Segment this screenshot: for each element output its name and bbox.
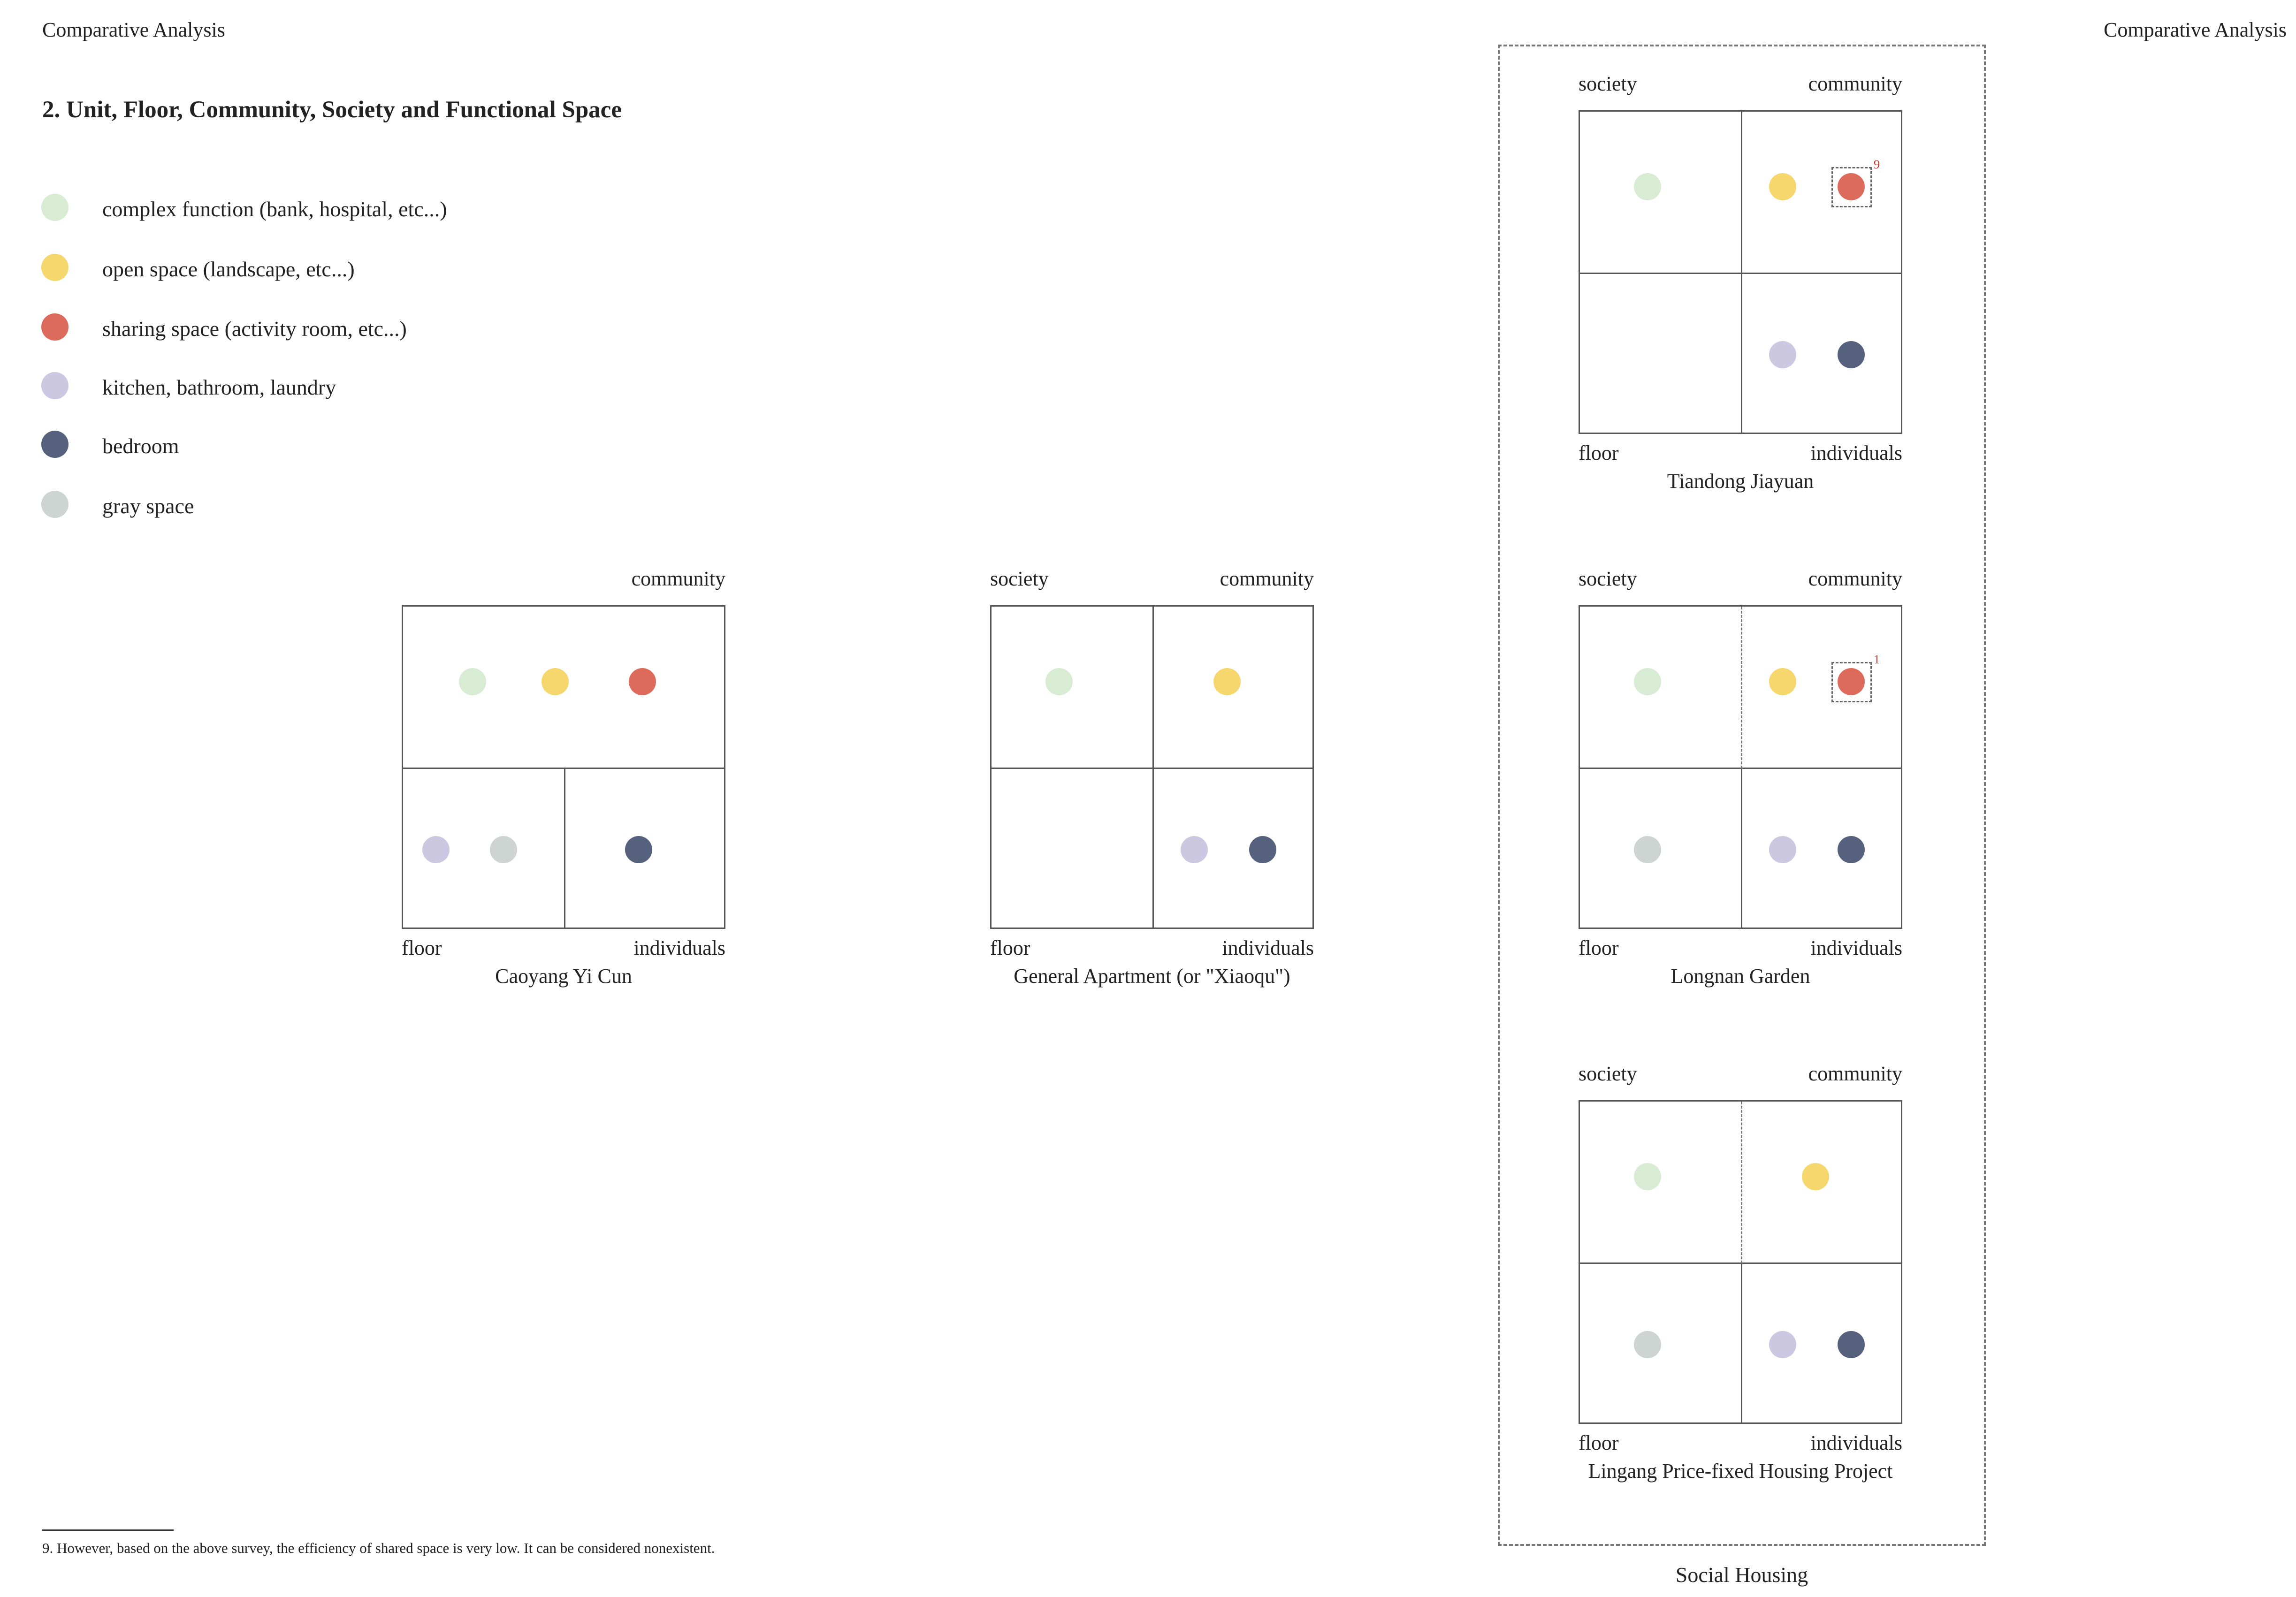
sharing-space-dot xyxy=(41,313,69,341)
society-label: society xyxy=(1579,567,1637,590)
diagram-longnan-garden: 1 society community floor individuals Longnan… xyxy=(1579,558,1954,1027)
divider-vertical-top xyxy=(1741,112,1742,274)
legend-label: complex function (bank, hospital, etc...… xyxy=(102,197,447,221)
divider-horizontal xyxy=(403,768,724,769)
gray-dot xyxy=(490,836,517,863)
complex-dot xyxy=(1634,1163,1661,1190)
bedroom-dot xyxy=(1249,836,1276,863)
divider-horizontal xyxy=(992,768,1312,769)
community-label: community xyxy=(631,567,725,590)
gray-space-dot xyxy=(41,491,69,518)
header-right-title: Comparative Analysis xyxy=(2104,18,2287,41)
diagram-frame xyxy=(990,605,1314,929)
bedroom-dot xyxy=(1838,836,1865,863)
individuals-label: individuals xyxy=(1810,441,1902,464)
divider-vertical-bottom xyxy=(1741,1263,1742,1422)
legend-label: bedroom xyxy=(102,434,179,458)
social-housing-group-box xyxy=(1498,45,1986,1546)
sharing-dot xyxy=(1838,668,1865,695)
complex-dot xyxy=(459,668,486,695)
divider-vertical-bottom xyxy=(1741,274,1742,433)
open-dot xyxy=(1769,173,1796,200)
diagram-frame: 1 xyxy=(1579,605,1902,929)
diagram-frame: 9 xyxy=(1579,110,1902,434)
open-dot xyxy=(1802,1163,1829,1190)
floor-label: floor xyxy=(990,936,1030,959)
diagram-caption: Lingang Price-fixed Housing Project xyxy=(1588,1460,1893,1483)
bedroom-dot xyxy=(41,431,69,458)
footnote-highlight-box xyxy=(1831,662,1872,702)
bedroom-dot xyxy=(1838,1331,1865,1358)
society-label: society xyxy=(1579,72,1637,95)
kitchen-dot xyxy=(1769,341,1796,368)
diagram-caption: Longnan Garden xyxy=(1671,965,1810,988)
diagram-tiandong-jiayuan: 9 society community floor individuals Tiandon… xyxy=(1579,63,1954,532)
legend-label: sharing space (activity room, etc...) xyxy=(102,317,407,341)
kitchen-dot xyxy=(1181,836,1208,863)
complex-dot xyxy=(1634,668,1661,695)
diagram-lingang-housing: society community floor individuals Lingang … xyxy=(1579,1053,1954,1522)
kitchen-dot xyxy=(1769,1331,1796,1358)
diagram-frame xyxy=(402,605,725,929)
diagram-caoyang-yi-cun: community floor individuals Caoyang Yi Cun xyxy=(402,558,777,1027)
legend-label: kitchen, bathroom, laundry xyxy=(102,375,336,399)
header-left-title: Comparative Analysis xyxy=(42,18,225,41)
floor-label: floor xyxy=(1579,1431,1619,1454)
legend-label: open space (landscape, etc...) xyxy=(102,257,355,281)
floor-label: floor xyxy=(1579,936,1619,959)
sharing-dot xyxy=(629,668,656,695)
legend-label: gray space xyxy=(102,494,194,518)
open-dot xyxy=(542,668,569,695)
divider-horizontal xyxy=(1580,1262,1901,1264)
diagram-caption: Tiandong Jiayuan xyxy=(1667,470,1814,493)
divider-horizontal xyxy=(1580,273,1901,274)
community-label: community xyxy=(1220,567,1314,590)
open-dot xyxy=(1213,668,1241,695)
floor-label: floor xyxy=(402,936,442,959)
divider-vertical-top-dashed xyxy=(1741,607,1742,768)
individuals-label: individuals xyxy=(633,936,725,959)
community-label: community xyxy=(1808,72,1902,95)
open-space-dot xyxy=(41,254,69,281)
kitchen-bathroom-dot xyxy=(41,372,69,399)
divider-vertical-top xyxy=(1152,607,1154,768)
divider-vertical-top-dashed xyxy=(1741,1102,1742,1263)
gray-dot xyxy=(1634,1331,1661,1358)
community-label: community xyxy=(1808,567,1902,590)
footnote-highlight-box xyxy=(1831,167,1872,207)
footnote-mark: 9 xyxy=(1874,158,1880,171)
bedroom-dot xyxy=(1838,341,1865,368)
footnote-rule xyxy=(42,1529,174,1531)
diagram-caption: Caoyang Yi Cun xyxy=(495,965,632,988)
divider-vertical-bottom xyxy=(1741,768,1742,928)
society-label: society xyxy=(1579,1062,1637,1085)
sharing-dot xyxy=(1838,173,1865,200)
complex-function-dot xyxy=(41,194,69,221)
diagram-caption: General Apartment (or "Xiaoqu") xyxy=(1014,965,1290,988)
complex-dot xyxy=(1634,173,1661,200)
gray-dot xyxy=(1634,836,1661,863)
open-dot xyxy=(1769,668,1796,695)
divider-vertical-bottom xyxy=(564,768,565,928)
individuals-label: individuals xyxy=(1222,936,1314,959)
society-label: society xyxy=(990,567,1049,590)
individuals-label: individuals xyxy=(1810,1431,1902,1454)
complex-dot xyxy=(1045,668,1073,695)
footnote: 9. However, based on the above survey, t… xyxy=(42,1540,715,1556)
footnote-mark: 1 xyxy=(1874,653,1880,666)
social-housing-label: Social Housing xyxy=(1675,1563,1808,1587)
community-label: community xyxy=(1808,1062,1902,1085)
kitchen-dot xyxy=(422,836,450,863)
divider-vertical-bottom xyxy=(1152,768,1154,928)
kitchen-dot xyxy=(1769,836,1796,863)
bedroom-dot xyxy=(625,836,652,863)
individuals-label: individuals xyxy=(1810,936,1902,959)
diagram-frame xyxy=(1579,1100,1902,1424)
section-title: 2. Unit, Floor, Community, Society and F… xyxy=(42,97,622,123)
divider-horizontal xyxy=(1580,768,1901,769)
diagram-general-apartment: society community floor individuals General … xyxy=(990,558,1365,1027)
floor-label: floor xyxy=(1579,441,1619,464)
